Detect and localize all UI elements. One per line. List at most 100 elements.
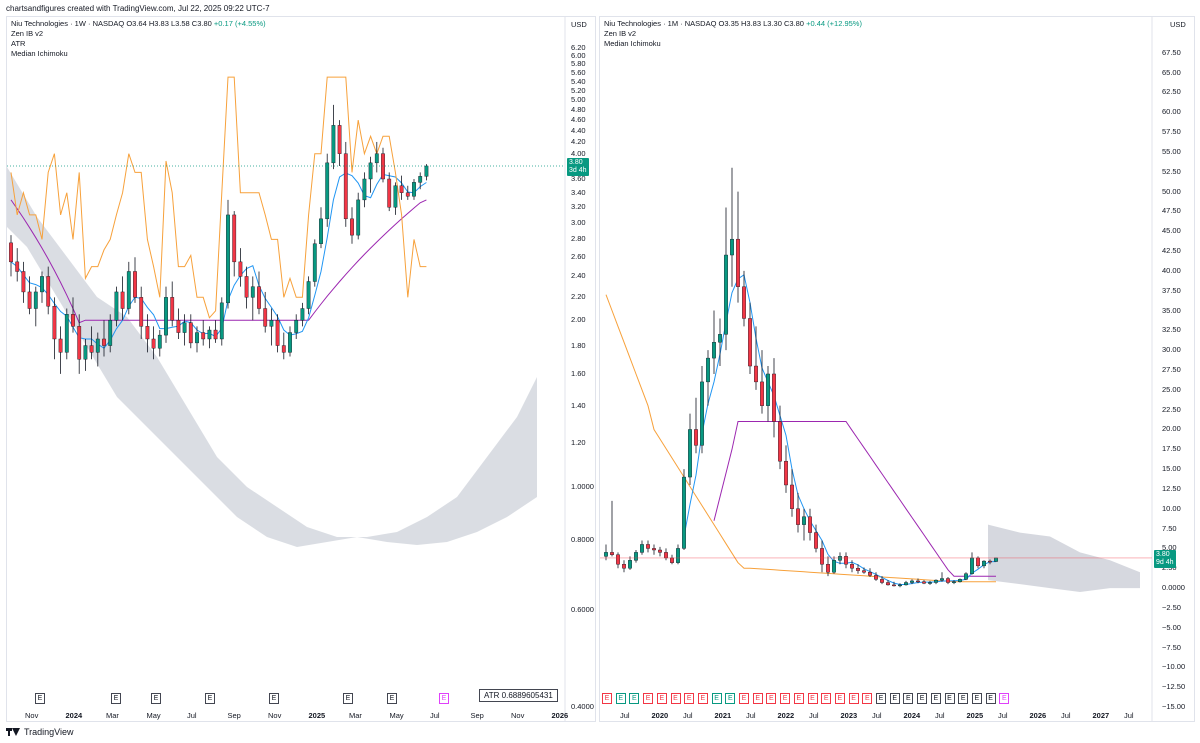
monthly-candle <box>730 167 734 287</box>
monthly-candle-body <box>784 460 788 486</box>
weekly-candle-body <box>182 322 187 333</box>
monthly-earnings-event: E <box>944 693 955 704</box>
weekly-candle-body <box>368 162 373 180</box>
weekly-y-tick: 1.20 <box>571 437 586 447</box>
monthly-candle <box>766 366 770 422</box>
weekly-chart-canvas[interactable] <box>7 17 596 722</box>
monthly-currency-label[interactable]: USD <box>1170 20 1186 29</box>
monthly-candle-body <box>874 575 878 580</box>
monthly-earnings-event: E <box>670 693 681 704</box>
monthly-candle-body <box>772 373 776 422</box>
monthly-candle <box>808 508 812 541</box>
monthly-candle <box>778 405 782 470</box>
monthly-candle <box>736 191 740 303</box>
monthly-candle <box>718 318 722 367</box>
monthly-candle <box>652 544 656 555</box>
weekly-candle <box>269 308 274 346</box>
weekly-candle <box>195 326 199 353</box>
monthly-earnings-event: E <box>821 693 832 704</box>
monthly-y-tick: 57.50 <box>1162 127 1181 137</box>
weekly-y-tick: 6.20 <box>571 43 586 53</box>
weekly-candle-body <box>356 199 361 236</box>
weekly-candle <box>139 286 144 339</box>
monthly-indicator-2[interactable]: Median Ichimoku <box>604 39 661 48</box>
monthly-candle <box>832 556 836 574</box>
weekly-median-line <box>10 199 427 324</box>
weekly-candle-body <box>108 320 113 346</box>
monthly-chart-canvas[interactable] <box>600 17 1195 722</box>
monthly-earnings-event: E <box>848 693 859 704</box>
brand-name: TradingView <box>24 727 74 737</box>
monthly-candle <box>658 546 662 557</box>
weekly-candle <box>281 332 286 360</box>
atr-value: 0.6889605431 <box>501 691 553 700</box>
monthly-x-tick: Jul <box>935 711 945 720</box>
monthly-candle <box>970 552 974 575</box>
monthly-chart-panel[interactable]: Niu Technologies · 1M · NASDAQ O3.35 H3.… <box>599 16 1195 722</box>
monthly-candle <box>748 302 752 374</box>
weekly-candle-body <box>120 291 125 309</box>
monthly-candle <box>874 572 878 581</box>
weekly-chart-panel[interactable]: Niu Technologies · 1W · NASDAQ O3.64 H3.… <box>6 16 596 722</box>
weekly-y-tick: 2.60 <box>571 252 586 262</box>
weekly-candle-body <box>64 314 69 353</box>
monthly-y-tick: 12.50 <box>1162 483 1181 493</box>
weekly-candle-body <box>102 338 106 346</box>
weekly-candle <box>170 281 175 327</box>
monthly-ohlc: O3.35 H3.83 L3.30 C3.80 <box>718 19 804 28</box>
monthly-symbol[interactable]: Niu Technologies · 1M · NASDAQ <box>604 19 717 28</box>
weekly-candle <box>71 297 75 333</box>
weekly-currency-label[interactable]: USD <box>571 20 587 29</box>
monthly-candle <box>994 557 998 562</box>
weekly-candle-body <box>244 276 249 298</box>
tradingview-brand[interactable]: TradingView <box>6 727 74 737</box>
monthly-candle <box>850 560 854 573</box>
weekly-indicator-3[interactable]: Median Ichimoku <box>11 49 68 58</box>
weekly-candle-body <box>139 297 144 327</box>
monthly-ichimoku-cloud <box>988 524 1140 592</box>
weekly-candle <box>399 175 404 200</box>
weekly-y-tick: 1.80 <box>571 340 586 350</box>
weekly-change: +0.17 (+4.55%) <box>213 19 266 28</box>
weekly-candle-body <box>21 271 26 293</box>
monthly-candle <box>688 413 692 485</box>
weekly-indicator-1[interactable]: Zen IB v2 <box>11 29 44 38</box>
weekly-candle <box>374 141 379 173</box>
monthly-indicator-1[interactable]: Zen IB v2 <box>604 29 637 38</box>
weekly-y-tick: 4.60 <box>571 115 586 125</box>
monthly-y-tick: 7.50 <box>1162 523 1177 533</box>
weekly-symbol[interactable]: Niu Technologies · 1W · NASDAQ <box>11 19 125 28</box>
monthly-earnings-event: E <box>643 693 654 704</box>
weekly-y-tick: 0.8000 <box>571 535 594 545</box>
monthly-candle-body <box>832 560 836 573</box>
weekly-candle-body <box>281 345 286 353</box>
weekly-candle <box>387 172 392 212</box>
weekly-candle-body <box>52 306 57 340</box>
weekly-candle-body <box>393 185 398 208</box>
weekly-candle-body <box>300 308 305 321</box>
weekly-candle-body <box>33 291 38 309</box>
weekly-candle-body <box>27 291 32 309</box>
monthly-x-tick: Jul <box>1061 711 1071 720</box>
weekly-y-tick: 4.80 <box>571 104 586 114</box>
monthly-earnings-event: E <box>862 693 873 704</box>
weekly-earnings-event: E <box>151 693 161 704</box>
monthly-candle <box>742 270 746 327</box>
monthly-candle <box>640 540 644 555</box>
weekly-y-tick: 5.20 <box>571 85 586 95</box>
monthly-candle-body <box>718 334 722 343</box>
monthly-candle-body <box>814 532 818 549</box>
atr-readout: ATR 0.6889605431 <box>479 689 558 702</box>
monthly-candle <box>952 580 956 585</box>
monthly-candle <box>784 445 788 493</box>
weekly-x-tick: Mar <box>106 711 119 720</box>
weekly-indicator-2[interactable]: ATR <box>11 39 26 48</box>
weekly-candle-body <box>89 345 94 353</box>
weekly-earnings-event: E <box>35 693 45 704</box>
monthly-candle-body <box>682 476 686 549</box>
weekly-candle-body <box>126 271 131 309</box>
weekly-candle <box>300 302 305 327</box>
weekly-candle <box>275 314 280 353</box>
monthly-candle-body <box>940 578 944 581</box>
monthly-y-tick: 60.00 <box>1162 107 1181 117</box>
